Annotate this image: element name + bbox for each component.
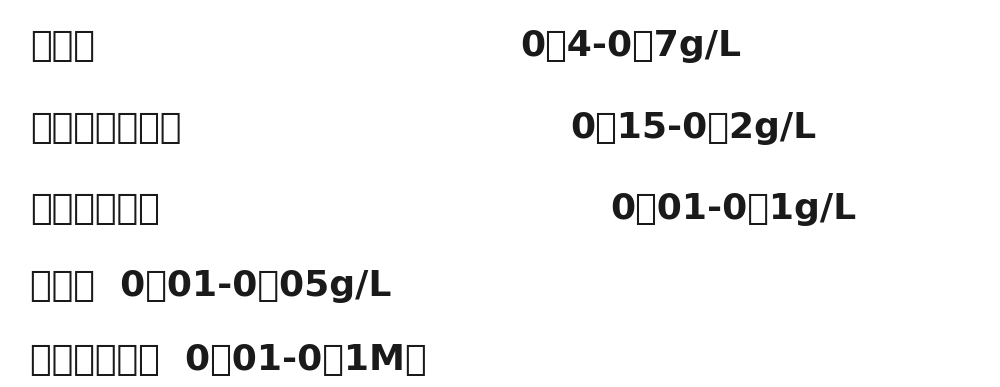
Text: 辣根过氧化氢酶: 辣根过氧化氢酶 [30,111,181,145]
Text: 0．15-0．2g/L: 0．15-0．2g/L [570,111,816,145]
Text: 0．4-0．7g/L: 0．4-0．7g/L [520,29,741,63]
Text: 0．01-0．1g/L: 0．01-0．1g/L [610,192,856,226]
Text: 尿酸酶: 尿酸酶 [30,29,95,63]
Text: 四甲基联苯胺  0．01-0．1M。: 四甲基联苯胺 0．01-0．1M。 [30,343,427,377]
Text: 胆红素氧化酶: 胆红素氧化酶 [30,192,160,226]
Text: 竹纤维  0．01-0．05g/L: 竹纤维 0．01-0．05g/L [30,269,391,303]
